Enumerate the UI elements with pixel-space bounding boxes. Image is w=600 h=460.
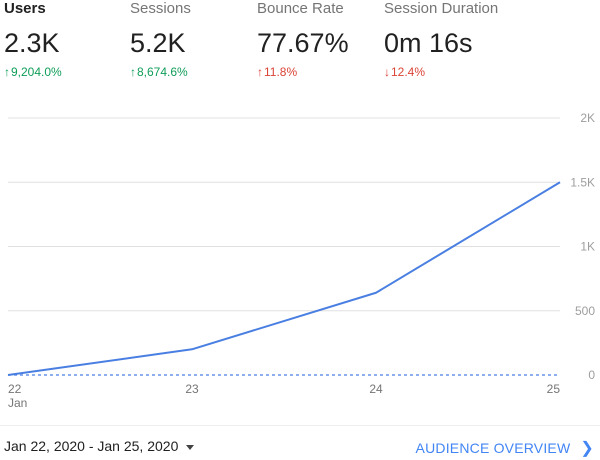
arrow-down-icon: ↓ [384, 65, 390, 79]
x-tick-label: 25 [547, 382, 561, 396]
arrow-up-icon: ↑ [257, 65, 263, 79]
audience-overview-link[interactable]: AUDIENCE OVERVIEW ❯ [416, 438, 594, 458]
metric-delta: ↓12.4% [384, 65, 498, 79]
metric-label: Session Duration [384, 0, 498, 18]
metrics-row: Users 2.3K ↑9,204.0% Sessions 5.2K ↑8,67… [0, 0, 600, 80]
metric-value: 5.2K [130, 26, 191, 60]
users-series-line [8, 182, 560, 375]
metric-value: 0m 16s [384, 26, 498, 60]
metric-delta: ↑9,204.0% [4, 65, 62, 79]
date-range-selector[interactable]: Jan 22, 2020 - Jan 25, 2020 [4, 438, 194, 454]
metric-delta-value: 12.4% [391, 65, 425, 79]
metric-delta-value: 8,674.6% [137, 65, 188, 79]
chevron-right-icon: ❯ [580, 438, 594, 458]
x-tick-sublabel: Jan [8, 396, 27, 410]
metric-delta-value: 11.8% [264, 65, 297, 79]
y-tick-label: 0 [588, 368, 595, 382]
metric-sessions[interactable]: Sessions 5.2K ↑8,674.6% [130, 0, 191, 79]
y-tick-label: 2K [580, 111, 595, 125]
metric-bounce-rate[interactable]: Bounce Rate 77.67% ↑11.8% [257, 0, 349, 79]
metric-users[interactable]: Users 2.3K ↑9,204.0% [4, 0, 62, 79]
metric-value: 77.67% [257, 26, 349, 60]
metric-label: Sessions [130, 0, 191, 18]
metric-session-duration[interactable]: Session Duration 0m 16s ↓12.4% [384, 0, 498, 79]
y-tick-label: 1K [580, 240, 595, 254]
y-tick-label: 1.5K [570, 175, 595, 189]
y-tick-label: 500 [575, 304, 595, 318]
arrow-up-icon: ↑ [130, 65, 136, 79]
metric-label: Users [4, 0, 62, 18]
date-range-label: Jan 22, 2020 - Jan 25, 2020 [4, 438, 178, 454]
metric-delta-value: 9,204.0% [11, 65, 62, 79]
metric-label: Bounce Rate [257, 0, 349, 18]
arrow-up-icon: ↑ [4, 65, 10, 79]
caret-down-icon [186, 445, 194, 450]
x-tick-label: 23 [185, 382, 199, 396]
x-tick-label: 24 [369, 382, 383, 396]
audience-overview-label: AUDIENCE OVERVIEW [416, 440, 571, 456]
metric-delta: ↑8,674.6% [130, 65, 191, 79]
card-footer: Jan 22, 2020 - Jan 25, 2020 AUDIENCE OVE… [0, 425, 600, 460]
metric-value: 2.3K [4, 26, 62, 60]
metric-delta: ↑11.8% [257, 65, 349, 79]
x-tick-label: 22 [8, 382, 22, 396]
